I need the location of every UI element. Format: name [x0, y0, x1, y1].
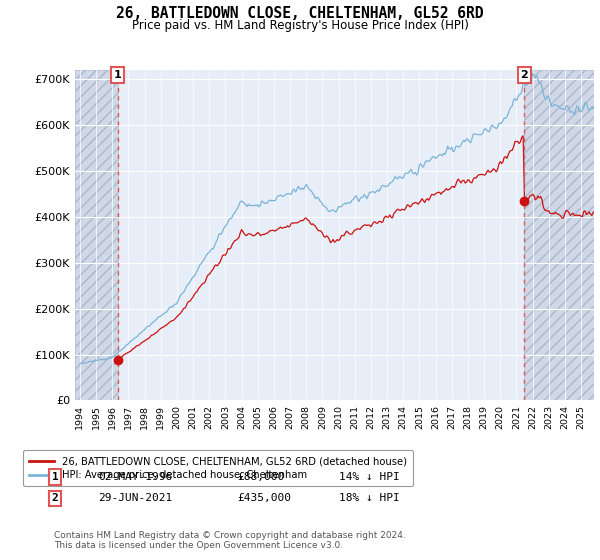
HPI: Average price, detached house, Cheltenham: (2e+03, 9.65e+04): Average price, detached house, Cheltenha…	[110, 353, 117, 360]
Text: 14% ↓ HPI: 14% ↓ HPI	[339, 472, 400, 482]
Text: Price paid vs. HM Land Registry's House Price Index (HPI): Price paid vs. HM Land Registry's House …	[131, 19, 469, 32]
Text: Contains HM Land Registry data © Crown copyright and database right 2024.
This d: Contains HM Land Registry data © Crown c…	[54, 530, 406, 550]
HPI: Average price, detached house, Cheltenham: (2.02e+03, 7.13e+05): Average price, detached house, Cheltenha…	[529, 70, 536, 77]
Line: HPI: Average price, detached house, Cheltenham: HPI: Average price, detached house, Chel…	[80, 73, 596, 363]
HPI: Average price, detached house, Cheltenham: (2.02e+03, 5.54e+05): Average price, detached house, Cheltenha…	[444, 143, 451, 150]
26, BATTLEDOWN CLOSE, CHELTENHAM, GL52 6RD (detached house)	[444, 186, 451, 193]
Bar	[524, 70, 594, 400]
HPI: Average price, detached house, Cheltenham: (2.03e+03, 6.36e+05): Average price, detached house, Cheltenha…	[590, 105, 597, 112]
Text: 26, BATTLEDOWN CLOSE, CHELTENHAM, GL52 6RD: 26, BATTLEDOWN CLOSE, CHELTENHAM, GL52 6…	[116, 6, 484, 21]
Text: £88,000: £88,000	[237, 472, 284, 482]
26, BATTLEDOWN CLOSE, CHELTENHAM, GL52 6RD (detached house)	[521, 195, 528, 202]
HPI: Average price, detached house, Cheltenham: (2.03e+03, 6.38e+05): Average price, detached house, Cheltenha…	[592, 105, 599, 111]
26, BATTLEDOWN CLOSE, CHELTENHAM, GL52 6RD (detached house)	[588, 212, 595, 219]
Legend: 26, BATTLEDOWN CLOSE, CHELTENHAM, GL52 6RD (detached house), HPI: Average price,: 26, BATTLEDOWN CLOSE, CHELTENHAM, GL52 6…	[23, 450, 413, 486]
Text: £435,000: £435,000	[237, 493, 291, 503]
Text: 1: 1	[113, 70, 121, 80]
Text: 29-JUN-2021: 29-JUN-2021	[98, 493, 172, 503]
Text: 2: 2	[52, 493, 59, 503]
Line: 26, BATTLEDOWN CLOSE, CHELTENHAM, GL52 6RD (detached house): 26, BATTLEDOWN CLOSE, CHELTENHAM, GL52 6…	[118, 136, 596, 360]
Bar	[524, 70, 594, 400]
Bar	[75, 70, 118, 400]
26, BATTLEDOWN CLOSE, CHELTENHAM, GL52 6RD (detached house)	[341, 230, 349, 236]
HPI: Average price, detached house, Cheltenham: (2.01e+03, 4.3e+05): Average price, detached house, Cheltenha…	[341, 200, 349, 207]
HPI: Average price, detached house, Cheltenham: (1.99e+03, 8e+04): Average price, detached house, Cheltenha…	[76, 360, 83, 367]
HPI: Average price, detached house, Cheltenham: (2.02e+03, 6.92e+05): Average price, detached house, Cheltenha…	[521, 80, 528, 86]
Text: 1: 1	[52, 472, 59, 482]
Text: 18% ↓ HPI: 18% ↓ HPI	[339, 493, 400, 503]
Text: 2: 2	[520, 70, 528, 80]
Bar	[75, 70, 118, 400]
Text: 02-MAY-1996: 02-MAY-1996	[98, 472, 172, 482]
26, BATTLEDOWN CLOSE, CHELTENHAM, GL52 6RD (detached house)	[592, 209, 599, 216]
HPI: Average price, detached house, Cheltenham: (2e+03, 8.71e+04): Average price, detached house, Cheltenha…	[94, 357, 101, 364]
